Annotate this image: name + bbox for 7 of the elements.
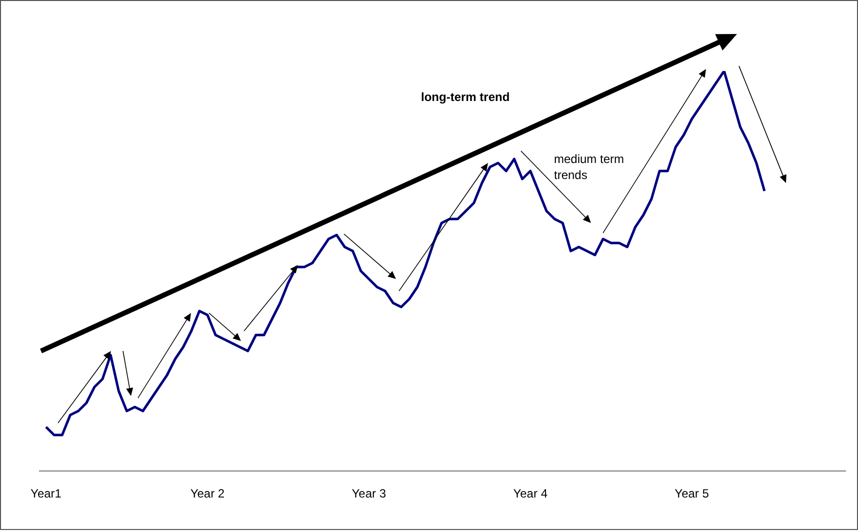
x-tick-label: Year1	[30, 486, 62, 501]
x-tick-label: Year 3	[352, 486, 386, 501]
annotation: medium term trends	[554, 151, 626, 183]
annotation: long-term trend	[421, 90, 510, 104]
x-tick-label: Year 5	[674, 486, 710, 501]
x-tick-label: Year 2	[190, 486, 225, 501]
x-tick-label: Year 4	[513, 486, 548, 501]
